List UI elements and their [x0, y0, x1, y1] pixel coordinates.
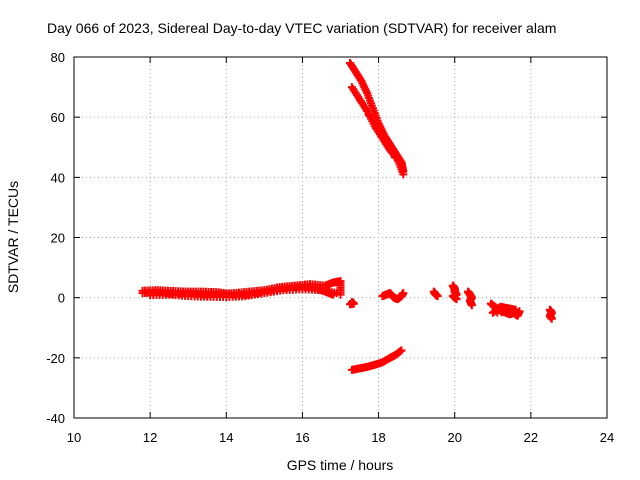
y-tick-label: 0: [58, 291, 65, 306]
data-point: [392, 153, 401, 162]
y-tick-label: -40: [46, 411, 65, 426]
data-points: [138, 59, 556, 374]
x-tick-label: 12: [143, 430, 157, 445]
series-cluster-22.5: [545, 305, 556, 323]
x-tick-label: 20: [447, 430, 461, 445]
data-point: [399, 170, 408, 179]
series-cluster-20.4: [464, 287, 476, 310]
data-point: [467, 301, 476, 310]
data-point: [547, 314, 556, 323]
series-low-arc-C: [146, 285, 341, 302]
x-tick-label: 22: [524, 430, 538, 445]
series-cluster-20.0: [448, 281, 461, 304]
data-point: [399, 289, 408, 298]
x-tick-label: 18: [371, 430, 385, 445]
x-tick-label: 14: [219, 430, 233, 445]
data-point: [433, 292, 442, 301]
y-tick-label: 20: [51, 231, 65, 246]
data-point: [336, 290, 345, 299]
y-tick-label: 80: [51, 50, 65, 65]
y-axis-label: SDTVAR / TECUs: [5, 181, 21, 293]
series-cluster-21.3: [486, 299, 524, 320]
plot-frame: [73, 56, 608, 419]
chart-title: Day 066 of 2023, Sidereal Day-to-day VTE…: [47, 20, 556, 36]
axis-ticks: 10 12 14 16 18 20 22 24 -40 -20 0 20 40 60 80: [46, 50, 614, 445]
x-tick-label: 10: [67, 430, 81, 445]
data-point: [452, 295, 461, 304]
series-spot-19.5: [429, 287, 442, 301]
data-point: [346, 300, 355, 309]
x-axis-label: GPS time / hours: [287, 457, 394, 473]
y-tick-label: -20: [46, 351, 65, 366]
y-tick-label: 60: [51, 110, 65, 125]
data-point: [511, 305, 520, 314]
series-high-arc: [346, 59, 408, 179]
data-point: [397, 346, 406, 355]
x-tick-label: 24: [600, 430, 614, 445]
grid-lines: [74, 57, 607, 418]
series-negative-arc: [347, 346, 406, 374]
x-tick-label: 16: [295, 430, 309, 445]
series-cluster-18.5: [378, 289, 408, 304]
y-tick-label: 40: [51, 170, 65, 185]
data-point: [332, 289, 341, 298]
series-spot-17.3: [346, 298, 358, 309]
